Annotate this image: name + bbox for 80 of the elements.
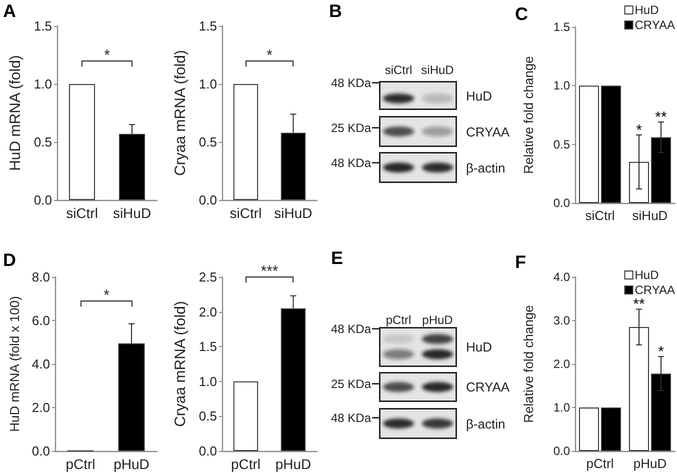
y-tick-label: 0.0 bbox=[198, 444, 217, 458]
text: E bbox=[331, 248, 344, 268]
category-label: 25 KDa bbox=[330, 377, 371, 391]
y-axis-title: Relative fold change bbox=[521, 56, 536, 174]
y-tick-label: 4.0 bbox=[553, 270, 570, 284]
y-tick-label: 0.0 bbox=[553, 444, 570, 458]
chart-title: A bbox=[3, 1, 16, 21]
y-tick-label: 1.0 bbox=[198, 374, 217, 389]
y-tick-label: 1.0 bbox=[553, 400, 570, 414]
y-tick-label: 1.0 bbox=[198, 76, 217, 92]
y-tick-label: 0.0 bbox=[198, 192, 217, 208]
y-tick-label: 0.5 bbox=[34, 134, 52, 150]
category-label: pHuD bbox=[422, 313, 453, 327]
y-tick-label: 2.0 bbox=[198, 304, 217, 320]
category-label: siHuD bbox=[421, 63, 454, 77]
y-axis-title: HuD mRNA (fold) bbox=[7, 55, 24, 171]
annotation: * bbox=[266, 47, 272, 64]
category-label: CRYAA bbox=[466, 124, 510, 139]
y-tick-label: 0.0 bbox=[553, 196, 570, 210]
y-tick-label: 1.5 bbox=[553, 20, 570, 34]
x-tick-label: siHuD bbox=[274, 205, 312, 221]
y-tick-label: 0.5 bbox=[198, 134, 217, 150]
chart-title: D bbox=[3, 250, 16, 270]
x-tick-label: pHuD bbox=[275, 456, 312, 472]
y-axis-title: Relative fold change bbox=[521, 305, 536, 423]
y-tick-label: 3.0 bbox=[553, 314, 570, 328]
y-tick-label: 2.0 bbox=[32, 400, 50, 415]
y-axis-title: Cryaa mRNA (fold) bbox=[172, 301, 189, 427]
legend-label: CRYAA bbox=[634, 283, 676, 297]
y-tick-label: 0.5 bbox=[198, 408, 217, 424]
category-label: 48 KDa bbox=[330, 76, 371, 90]
data-label: * bbox=[636, 122, 642, 139]
category-label: β-actin bbox=[466, 160, 506, 175]
text: B bbox=[329, 1, 342, 21]
category-label: CRYAA bbox=[466, 380, 510, 394]
x-tick-label: pHuD bbox=[633, 456, 667, 471]
y-tick-label: 2.0 bbox=[553, 357, 570, 371]
category-label: 25 KDa bbox=[330, 121, 371, 135]
y-tick-label: 1.5 bbox=[198, 18, 217, 34]
category-label: β-actin bbox=[466, 416, 506, 431]
data-label: ** bbox=[655, 109, 667, 126]
legend-label: HuD bbox=[634, 3, 660, 17]
y-tick-label: 4.0 bbox=[32, 356, 50, 372]
x-tick-label: pCtrl bbox=[66, 456, 96, 472]
chart-title: C bbox=[515, 4, 528, 24]
x-tick-label: pCtrl bbox=[230, 456, 261, 472]
y-tick-label: 1.5 bbox=[34, 18, 52, 34]
category-label: pCtrl bbox=[386, 313, 412, 327]
y-tick-label: 0.0 bbox=[32, 444, 50, 458]
annotation: *** bbox=[260, 263, 278, 280]
category-label: 48 KDa bbox=[330, 156, 371, 170]
y-axis-title: HuD mRNA (fold x 100) bbox=[7, 296, 22, 432]
x-tick-label: siHuD bbox=[632, 208, 668, 223]
category-label: HuD bbox=[466, 88, 492, 103]
x-tick-label: siCtrl bbox=[230, 205, 262, 221]
legend-label: HuD bbox=[634, 268, 660, 282]
x-tick-label: pCtrl bbox=[586, 456, 614, 471]
category-label: 48 KDa bbox=[330, 411, 371, 425]
y-tick-label: 1.0 bbox=[34, 76, 52, 92]
data-label: * bbox=[658, 344, 664, 361]
y-tick-label: 1.5 bbox=[198, 339, 217, 354]
y-axis-title: Cryaa mRNA (fold) bbox=[172, 50, 189, 176]
legend-label: CRYAA bbox=[634, 18, 676, 32]
y-tick-label: 6.0 bbox=[32, 313, 50, 328]
y-tick-label: 1.0 bbox=[553, 78, 570, 93]
category-label: 48 KDa bbox=[330, 322, 371, 336]
y-tick-label: 8.0 bbox=[32, 270, 50, 284]
annotation: * bbox=[104, 287, 110, 304]
x-tick-label: siCtrl bbox=[585, 208, 615, 223]
x-tick-label: siCtrl bbox=[66, 205, 98, 221]
chart-title: F bbox=[515, 252, 526, 272]
annotation: * bbox=[104, 47, 110, 64]
category-label: siCtrl bbox=[384, 63, 412, 77]
x-tick-label: siHuD bbox=[112, 205, 152, 221]
x-tick-label: pHuD bbox=[114, 456, 150, 472]
y-tick-label: 2.5 bbox=[198, 270, 217, 284]
data-label: ** bbox=[633, 296, 645, 314]
category-label: HuD bbox=[466, 340, 492, 354]
y-tick-label: 0.0 bbox=[34, 192, 52, 208]
y-tick-label: 0.5 bbox=[553, 137, 570, 152]
